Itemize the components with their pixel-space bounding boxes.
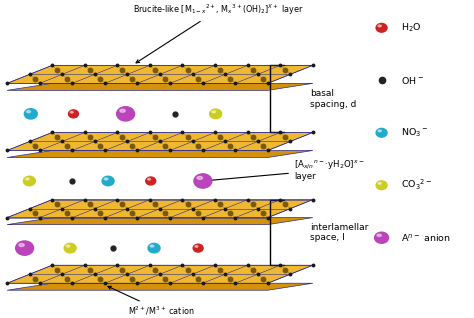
Text: NO$_3$$^-$: NO$_3$$^-$ [401, 127, 429, 139]
Ellipse shape [24, 109, 37, 119]
Ellipse shape [378, 130, 382, 132]
Polygon shape [7, 218, 313, 225]
Ellipse shape [27, 111, 30, 113]
Polygon shape [7, 65, 313, 83]
Ellipse shape [212, 111, 216, 113]
Ellipse shape [374, 232, 389, 243]
Ellipse shape [120, 109, 125, 112]
Ellipse shape [197, 176, 202, 179]
Text: M$^{2+}$/M$^{3+}$ cation: M$^{2+}$/M$^{3+}$ cation [108, 286, 194, 317]
Text: [A$_{x/n}$$^{n-}$·yH$_2$O]$^{x-}$
layer: [A$_{x/n}$$^{n-}$·yH$_2$O]$^{x-}$ layer [207, 158, 365, 182]
Ellipse shape [70, 111, 73, 113]
Text: OH$^-$: OH$^-$ [401, 75, 424, 86]
Ellipse shape [194, 174, 212, 188]
Ellipse shape [377, 234, 381, 237]
Ellipse shape [117, 107, 135, 121]
Ellipse shape [210, 109, 222, 119]
Text: interlamellar
space, l: interlamellar space, l [310, 223, 369, 242]
Ellipse shape [378, 183, 382, 184]
Ellipse shape [146, 177, 155, 185]
Ellipse shape [23, 176, 36, 186]
Ellipse shape [150, 245, 154, 247]
Polygon shape [7, 200, 313, 218]
Ellipse shape [193, 244, 203, 252]
Ellipse shape [19, 244, 24, 246]
Text: Brucite-like [M$_{1-x}$$^{2+}$, M$_x$$^{3+}$(OH)$_2$]$^{X+}$ layer: Brucite-like [M$_{1-x}$$^{2+}$, M$_x$$^{… [133, 3, 303, 63]
Ellipse shape [68, 110, 79, 118]
Text: CO$_3$$^{2-}$: CO$_3$$^{2-}$ [401, 178, 433, 192]
Ellipse shape [102, 176, 114, 186]
Ellipse shape [16, 241, 34, 255]
Ellipse shape [376, 128, 387, 137]
Polygon shape [7, 283, 313, 290]
Polygon shape [7, 265, 313, 283]
Text: A$^{n-}$ anion: A$^{n-}$ anion [401, 232, 451, 244]
Ellipse shape [104, 178, 108, 180]
Ellipse shape [378, 25, 382, 27]
Ellipse shape [66, 245, 70, 247]
Ellipse shape [147, 178, 151, 180]
Polygon shape [7, 133, 313, 150]
Text: basal
spacing, d: basal spacing, d [310, 89, 357, 108]
Ellipse shape [376, 181, 387, 190]
Ellipse shape [195, 245, 198, 247]
Ellipse shape [64, 243, 76, 253]
Ellipse shape [148, 243, 160, 253]
Polygon shape [7, 83, 313, 90]
Text: H$_2$O: H$_2$O [401, 22, 422, 34]
Ellipse shape [26, 178, 29, 180]
Polygon shape [7, 150, 313, 157]
Ellipse shape [376, 24, 387, 32]
